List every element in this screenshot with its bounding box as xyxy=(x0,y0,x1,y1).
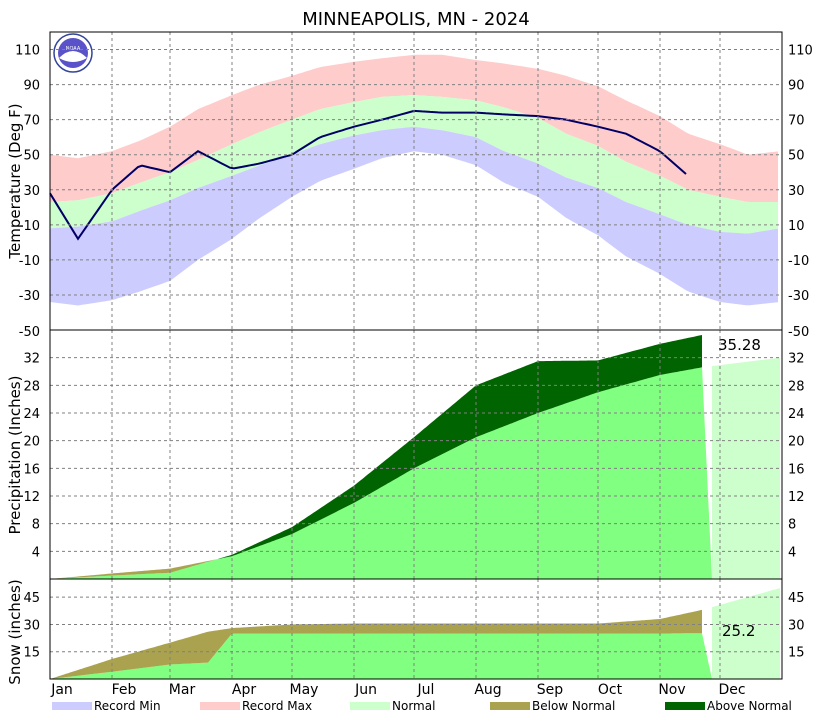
precipitation-tick-right: 4 xyxy=(788,545,796,560)
legend-label: Record Min xyxy=(94,699,161,713)
month-label: Sep xyxy=(537,682,564,698)
snow-tick-left: 30 xyxy=(23,618,40,633)
precipitation-observed-area xyxy=(50,367,712,579)
temperature-tick-right: 50 xyxy=(788,149,805,164)
month-label: Nov xyxy=(658,682,685,698)
noaa-logo-text: NOAA xyxy=(66,46,81,52)
month-label: Dec xyxy=(718,682,745,698)
precipitation-axis-label: Precipitation (Inches) xyxy=(6,376,24,535)
precipitation-above-normal-area xyxy=(50,335,702,579)
temperature-tick-left: 110 xyxy=(15,44,40,59)
actual-temperature-line xyxy=(49,109,687,241)
temperature-tick-right: 90 xyxy=(788,79,805,94)
precipitation-tick-left: 20 xyxy=(23,435,40,450)
legend-swatch xyxy=(200,702,240,710)
legend-label: Record Max xyxy=(242,699,312,713)
temperature-tick-left: 70 xyxy=(23,114,40,129)
snow-tick-right: 30 xyxy=(788,618,805,633)
temperature-panel: 110 110 90 90 70 70 50 50 30 30 10 10 -10 -10 -30 -30 -5… xyxy=(6,31,813,340)
month-axis: Jan Feb Mar Apr May Jun Jul Aug Sep Oct Nov Dec xyxy=(50,682,745,698)
month-label: Jan xyxy=(50,682,73,698)
snow-panel: 45 45 30 30 15 15 Snow (inches) 25.2 xyxy=(6,578,805,685)
precipitation-tick-left: 32 xyxy=(23,352,40,367)
snow-tick-left: 45 xyxy=(23,591,40,606)
temperature-tick-right: -30 xyxy=(788,289,809,304)
precipitation-panel: 32 32 28 28 24 24 20 20 16 16 12 12 8 8 4 4 Precipitati… xyxy=(6,329,805,580)
temperature-tick-right: 10 xyxy=(788,219,805,234)
month-label: Jun xyxy=(354,682,377,698)
snow-normal-future-area xyxy=(712,588,780,679)
temperature-tick-right: 30 xyxy=(788,184,805,199)
month-label: Mar xyxy=(169,682,196,698)
legend-label: Normal xyxy=(392,699,435,713)
precipitation-tick-right: 8 xyxy=(788,518,796,533)
precipitation-tick-right: 12 xyxy=(788,490,805,505)
chart-title: MINNEAPOLIS, MN - 2024 xyxy=(302,9,529,30)
temperature-axis-label: Temperature (Deg F) xyxy=(6,103,24,259)
temperature-tick-left: 90 xyxy=(23,79,40,94)
snow-total-label: 25.2 xyxy=(722,622,755,640)
precipitation-tick-right: 24 xyxy=(788,407,805,422)
temperature-tick-right: -50 xyxy=(788,325,809,340)
legend-label: Below Normal xyxy=(532,699,615,713)
legend-swatch xyxy=(490,702,530,710)
temperature-tick-right: 110 xyxy=(788,44,813,59)
temperature-tick-left: 50 xyxy=(23,149,40,164)
precipitation-tick-right: 20 xyxy=(788,435,805,450)
precipitation-tick-right: 16 xyxy=(788,462,805,477)
month-label: Apr xyxy=(232,682,256,698)
month-label: Feb xyxy=(112,682,137,698)
month-label: Oct xyxy=(598,682,623,698)
snow-tick-right: 15 xyxy=(788,646,805,661)
precipitation-tick-left: 4 xyxy=(32,545,40,560)
record-max-band xyxy=(50,54,778,202)
precipitation-tick-left: 8 xyxy=(32,518,40,533)
temperature-tick-left: 30 xyxy=(23,184,40,199)
precipitation-total-label: 35.28 xyxy=(718,336,761,354)
precipitation-tick-left: 12 xyxy=(23,490,40,505)
month-label: Jul xyxy=(417,682,435,698)
temperature-tick-left: 10 xyxy=(23,219,40,234)
precipitation-tick-left: 28 xyxy=(23,379,40,394)
temperature-tick-left: -30 xyxy=(19,289,40,304)
legend-label: Above Normal xyxy=(707,699,792,713)
legend: Record Min Record Max Normal Below Normal Ab… xyxy=(52,699,792,713)
snow-tick-right: 45 xyxy=(788,591,805,606)
month-label: Aug xyxy=(474,682,501,698)
legend-swatch xyxy=(52,702,92,710)
record-min-band xyxy=(50,126,778,306)
temperature-tick-left: -50 xyxy=(19,325,40,340)
month-label: May xyxy=(290,682,319,698)
precipitation-tick-right: 28 xyxy=(788,379,805,394)
temperature-tick-right: -10 xyxy=(788,254,809,269)
legend-swatch xyxy=(665,702,705,710)
precipitation-tick-left: 16 xyxy=(23,462,40,477)
precipitation-tick-left: 24 xyxy=(23,407,40,422)
temperature-tick-left: -10 xyxy=(19,254,40,269)
temperature-tick-right: 70 xyxy=(788,114,805,129)
precipitation-tick-right: 32 xyxy=(788,352,805,367)
snow-below-normal-area xyxy=(52,609,702,679)
noaa-logo: NOAA xyxy=(53,33,93,73)
legend-swatch xyxy=(350,702,390,710)
snow-tick-left: 15 xyxy=(23,646,40,661)
snow-axis-label: Snow (inches) xyxy=(6,579,24,684)
snow-observed-area xyxy=(50,633,712,679)
